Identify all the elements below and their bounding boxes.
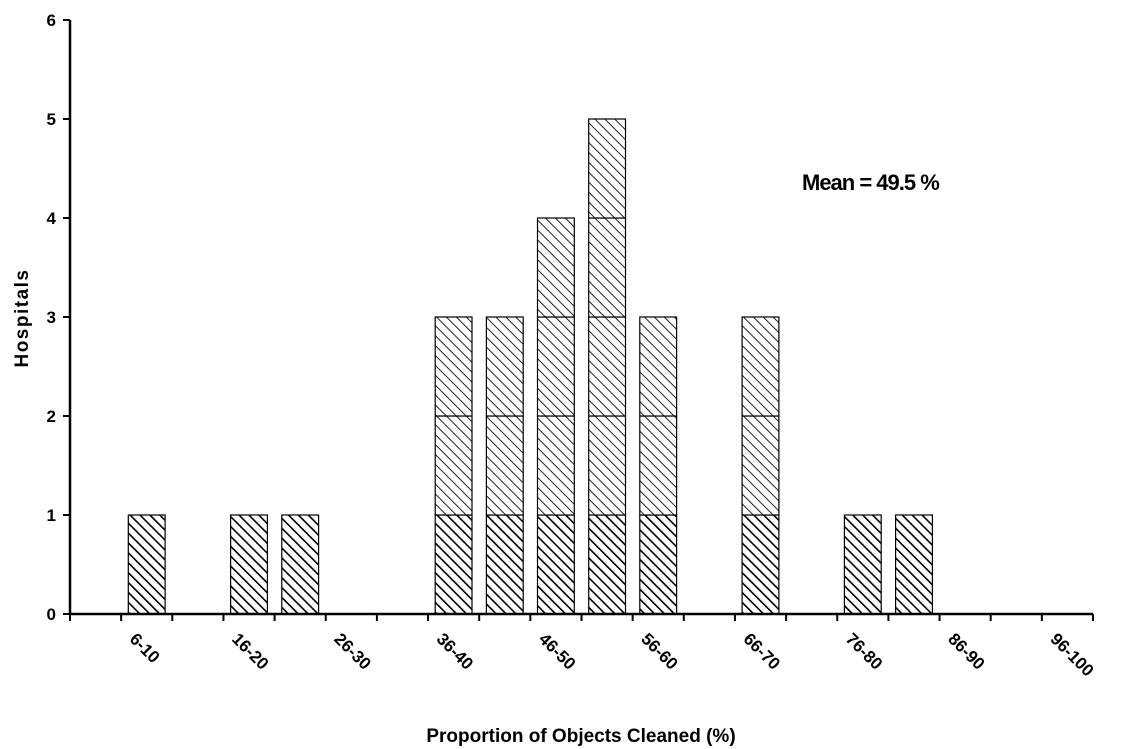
bar-76-80 [843,514,882,615]
bar-segment [536,316,575,417]
bar-segment [536,514,575,615]
bar-segment [741,316,780,417]
bar-6-10 [127,514,166,615]
bar-16-20 [230,514,269,615]
bar-segment [741,415,780,516]
bar-segment [588,415,627,516]
x-tick-label: 66-70 [740,629,784,673]
bar-segment [639,415,678,516]
x-tick-label: 26-30 [330,629,374,673]
bar-segment [741,514,780,615]
bar-segment [127,514,166,615]
bar-segment [843,514,882,615]
x-tick-label: 16-20 [228,629,272,673]
bar-66-70 [741,316,780,615]
bar-segment [434,514,473,615]
x-tick-label: 56-60 [637,629,681,673]
y-tick-label: 2 [47,407,56,426]
bar-segment [588,217,627,318]
bars [127,118,933,615]
y-tick-label: 3 [47,308,56,327]
y-tick-label: 0 [47,605,56,624]
bar-56-60 [639,316,678,615]
y-tick-label: 1 [47,506,56,525]
x-tick-label: 96-100 [1047,629,1098,680]
bar-segment [639,316,678,417]
x-tick-label: 6-10 [126,629,163,666]
y-axis-title: Hospitals [12,268,33,367]
bar-segment [485,316,524,417]
bar-segment [588,118,627,219]
bar-41-45 [485,316,524,615]
x-tick-label: 76-80 [842,629,886,673]
bar-segment [588,514,627,615]
bar-81-85 [894,514,933,615]
bar-segment [434,316,473,417]
bar-segment [536,217,575,318]
bar-segment [894,514,933,615]
bar-segment [434,415,473,516]
bar-46-50 [536,217,575,615]
x-axis-title: Proportion of Objects Cleaned (%) [426,726,735,747]
bar-segment [536,415,575,516]
axes [63,19,1094,621]
x-tick-label: 86-90 [944,629,988,673]
bar-segment [281,514,320,615]
y-tick-label: 5 [47,110,56,129]
bar-segment [485,415,524,516]
mean-annotation: Mean = 49.5 % [802,170,939,195]
bar-21-25 [281,514,320,615]
x-tick-label: 46-50 [535,629,579,673]
x-tick-label: 36-40 [433,629,477,673]
bar-36-40 [434,316,473,615]
bar-segment [485,514,524,615]
bar-segment [230,514,269,615]
bar-51-55 [588,118,627,615]
y-tick-label: 6 [47,11,56,30]
y-tick-label: 4 [47,209,57,228]
bar-segment [639,514,678,615]
bar-segment [588,316,627,417]
